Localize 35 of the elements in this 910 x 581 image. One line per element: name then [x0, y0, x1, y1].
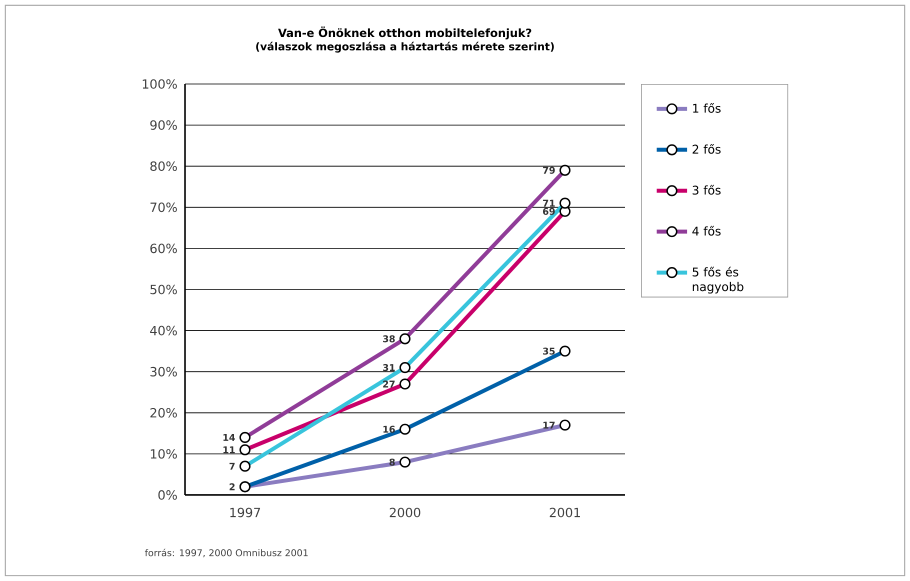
data-label: 79 — [543, 166, 555, 174]
data-label: 35 — [543, 348, 555, 355]
data-label: 14 — [223, 434, 235, 441]
text: forrás: 1997, 2000 Omnibusz 2001 — [144, 548, 308, 558]
data-label: 69 — [543, 208, 555, 215]
legend-label: 3 fős — [692, 184, 721, 195]
chart-subtitle: (válaszok megoszlása a háztartás mérete szerint) — [256, 42, 554, 53]
chart-title: Van-e Önöknek otthon mobiltelefonjuk? — [278, 26, 532, 40]
y-tick-label: 70% — [150, 202, 177, 212]
legend-label: 5 fős és nagyobb — [692, 266, 744, 294]
y-tick-label: 20% — [150, 408, 177, 418]
y-tick-label: 40% — [150, 326, 177, 336]
y-tick-label: 10% — [150, 449, 177, 459]
data-label: 16 — [383, 426, 395, 433]
data-label: 27 — [383, 380, 395, 388]
x-tick-label: 2000 — [390, 508, 420, 518]
y-tick-label: 0% — [158, 490, 177, 500]
data-label: 2 — [230, 483, 235, 490]
data-label: 7 — [230, 462, 235, 470]
legend-label: 2 fős — [692, 144, 721, 154]
data-label: 17 — [543, 422, 555, 429]
legend-label: 4 fős — [692, 226, 721, 236]
x-tick-label: 2001 — [550, 508, 580, 518]
data-label: 71 — [543, 200, 555, 207]
data-label: 11 — [223, 446, 235, 454]
data-label: 31 — [383, 364, 395, 372]
legend-label: 1 fős — [693, 103, 721, 113]
y-tick-label: 90% — [150, 120, 177, 130]
y-tick-label: 50% — [150, 284, 177, 294]
data-label: 38 — [383, 335, 395, 342]
y-tick-label: 30% — [150, 366, 177, 376]
y-tick-label: 60% — [150, 244, 177, 254]
y-tick-label: 80% — [150, 161, 177, 171]
y-tick-label: 100% — [142, 79, 177, 89]
x-tick-label: 1997 — [230, 508, 260, 518]
